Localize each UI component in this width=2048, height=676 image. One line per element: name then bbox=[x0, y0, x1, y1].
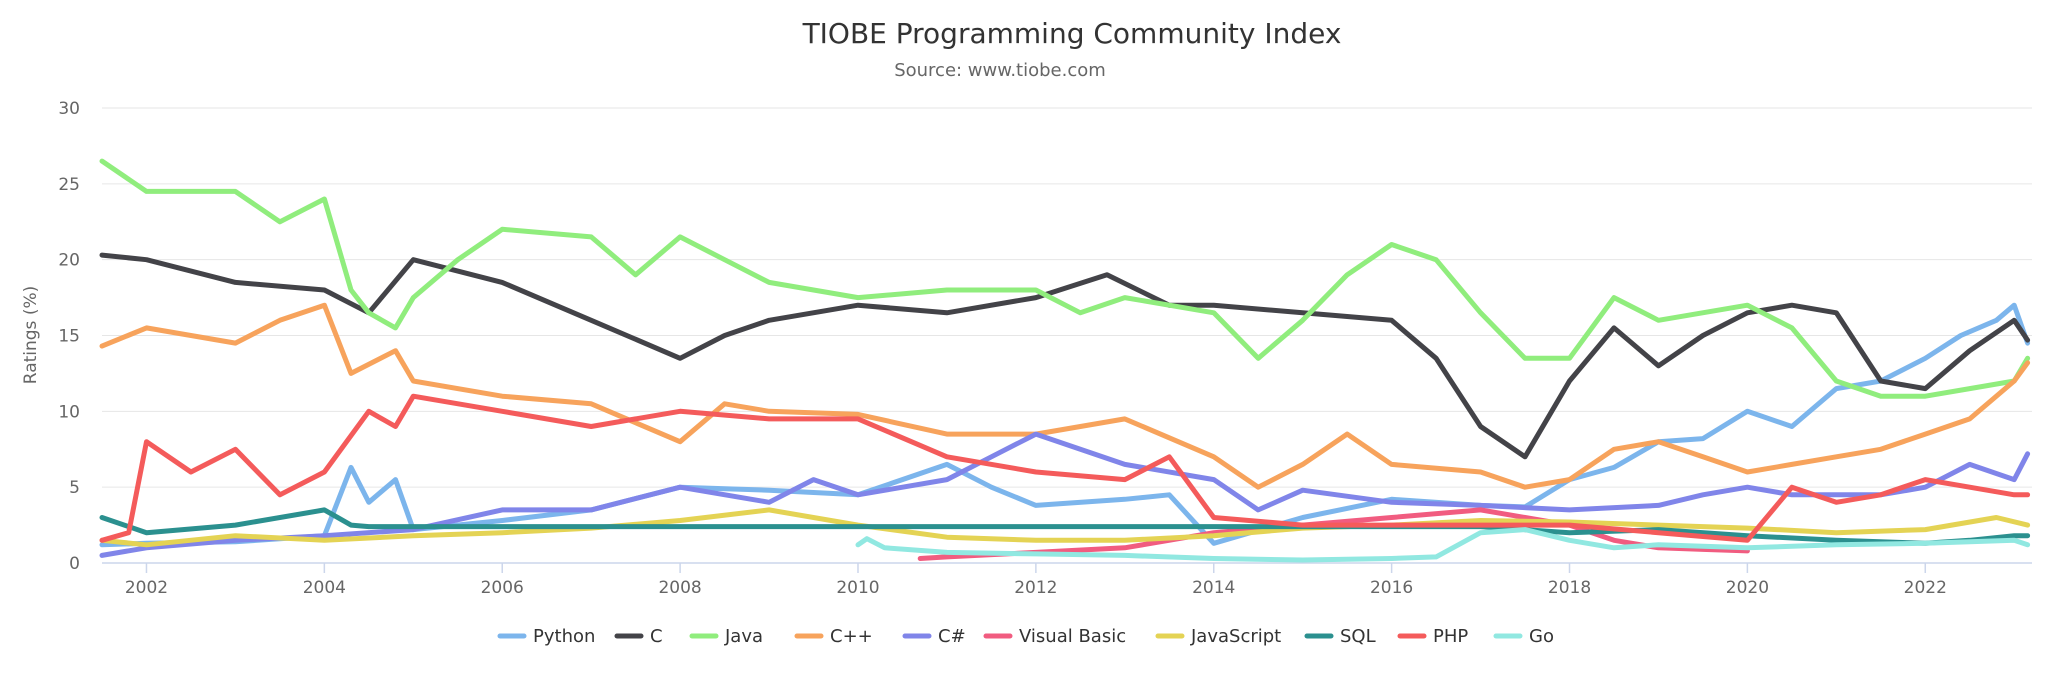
series-line-c bbox=[99, 252, 2031, 460]
legend-label: Visual Basic bbox=[1019, 626, 1126, 647]
legend-label: Go bbox=[1529, 626, 1554, 647]
legend-label: Python bbox=[533, 626, 595, 647]
chart-subtitle: Source: www.tiobe.com bbox=[894, 60, 1106, 81]
series-lines bbox=[99, 158, 2031, 563]
x-axis: 2002 2004 2006 2008 2010 2012 2014 2016 2018 2020… bbox=[102, 562, 2032, 598]
y-tick-label: 15 bbox=[58, 327, 80, 347]
legend: Python C Java C++ C# Visual Basic JavaScript SQ… bbox=[497, 626, 1554, 647]
x-tick-label: 2022 bbox=[1904, 578, 1947, 598]
x-tick-label: 2008 bbox=[658, 578, 701, 598]
series-line-python bbox=[99, 302, 2031, 548]
legend-item-c-[interactable]: C# bbox=[902, 626, 966, 647]
series-line-c- bbox=[99, 302, 2031, 490]
y-tick-label: 20 bbox=[58, 251, 80, 271]
legend-item-javascript[interactable]: JavaScript bbox=[1155, 626, 1281, 647]
x-tick-label: 2004 bbox=[303, 578, 346, 598]
legend-label: C++ bbox=[830, 626, 873, 647]
legend-label: C# bbox=[938, 626, 966, 647]
legend-item-c-[interactable]: C++ bbox=[794, 626, 873, 647]
grid-lines bbox=[102, 107, 2032, 488]
legend-label: C bbox=[650, 626, 663, 647]
y-axis-ticks: 0 5 10 15 20 25 30 bbox=[58, 99, 80, 574]
x-tick-label: 2002 bbox=[125, 578, 168, 598]
legend-item-python[interactable]: Python bbox=[497, 626, 595, 647]
legend-label: Java bbox=[724, 626, 763, 647]
y-tick-label: 10 bbox=[58, 402, 80, 422]
legend-item-visual-basic[interactable]: Visual Basic bbox=[983, 626, 1126, 647]
legend-label: PHP bbox=[1433, 626, 1468, 647]
x-tick-label: 2006 bbox=[481, 578, 524, 598]
series-line-javascript bbox=[99, 507, 2031, 548]
legend-label: JavaScript bbox=[1190, 626, 1281, 647]
x-tick-label: 2014 bbox=[1192, 578, 1235, 598]
series-line-java bbox=[99, 158, 2031, 399]
y-tick-label: 25 bbox=[58, 175, 80, 195]
x-tick-label: 2020 bbox=[1726, 578, 1769, 598]
y-tick-label: 0 bbox=[69, 554, 80, 574]
series-line-php bbox=[99, 393, 2031, 543]
y-axis-title: Ratings (%) bbox=[21, 286, 41, 385]
chart-title: TIOBE Programming Community Index bbox=[802, 17, 1342, 50]
x-tick-label: 2018 bbox=[1548, 578, 1591, 598]
y-tick-label: 5 bbox=[69, 478, 80, 498]
series-line-go bbox=[855, 527, 2031, 563]
legend-label: SQL bbox=[1340, 626, 1376, 647]
legend-item-java[interactable]: Java bbox=[689, 626, 763, 647]
series-line-visual-basic bbox=[917, 507, 1750, 561]
x-tick-label: 2016 bbox=[1370, 578, 1413, 598]
legend-item-php[interactable]: PHP bbox=[1397, 626, 1468, 647]
legend-item-c[interactable]: C bbox=[614, 626, 663, 647]
x-tick-label: 2010 bbox=[836, 578, 879, 598]
y-tick-label: 30 bbox=[58, 99, 80, 119]
legend-item-go[interactable]: Go bbox=[1493, 626, 1554, 647]
x-tick-label: 2012 bbox=[1014, 578, 1057, 598]
series-line-c- bbox=[99, 431, 2031, 558]
legend-item-sql[interactable]: SQL bbox=[1304, 626, 1376, 647]
